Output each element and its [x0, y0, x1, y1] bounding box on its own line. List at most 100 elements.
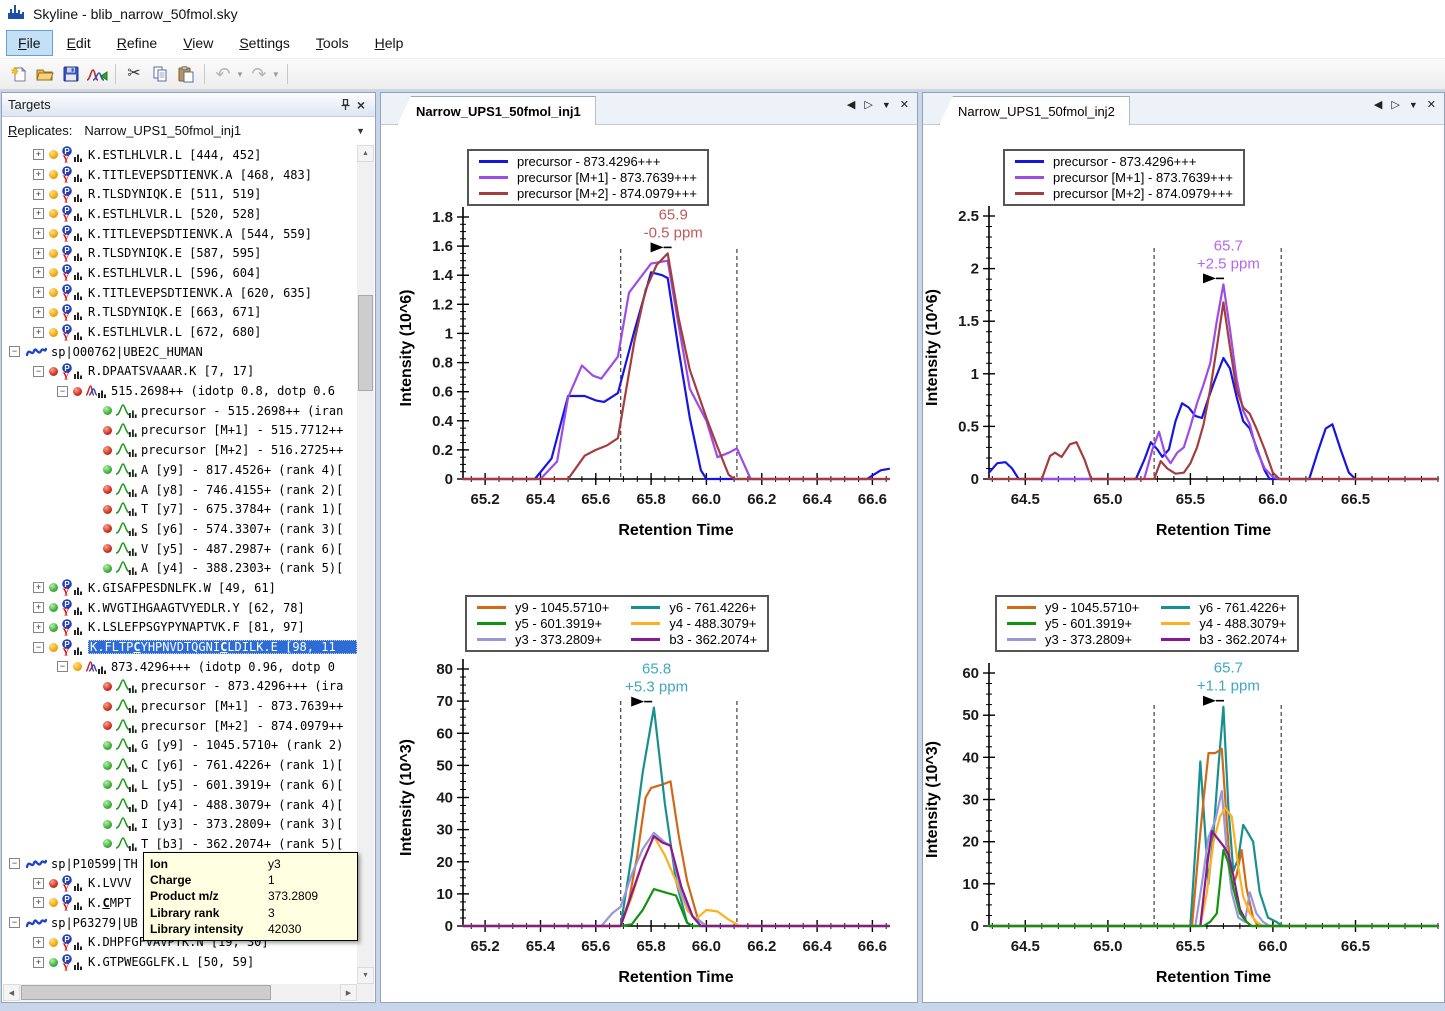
tree-item[interactable]: precursor [M+1] - 873.7639++ — [3, 696, 357, 716]
tree-item[interactable]: +PYR.TLSDYNIQK.E [663, 671] — [3, 303, 357, 323]
tree-item[interactable]: +PYK.GTPWEGGLFK.L [50, 59] — [3, 952, 357, 972]
horizontal-scroll-thumb[interactable] — [21, 985, 271, 1000]
tab-menu-icon[interactable]: ▼ — [1409, 101, 1418, 110]
expand-toggle[interactable]: + — [33, 897, 44, 908]
expand-toggle[interactable]: − — [33, 642, 44, 653]
menu-tools[interactable]: Tools — [304, 30, 361, 56]
menu-settings[interactable]: Settings — [227, 30, 302, 56]
expand-toggle[interactable]: + — [33, 189, 44, 200]
redo-icon[interactable]: ↷ — [247, 62, 271, 86]
precursor-chromatogram[interactable]: 65.265.465.665.866.066.266.466.600.20.40… — [381, 124, 917, 569]
tree-item[interactable]: I [y3] - 373.2809+ (rank 3)[ — [3, 814, 357, 834]
tree-horizontal-scrollbar[interactable]: ◀ ▶ — [3, 984, 357, 1001]
menu-help[interactable]: Help — [363, 30, 416, 56]
tree-item[interactable]: +PYK.GISAFPESDNLFK.W [49, 61] — [3, 578, 357, 598]
expand-toggle[interactable]: − — [33, 366, 44, 377]
expand-toggle[interactable]: + — [33, 228, 44, 239]
prev-chart-icon[interactable]: ◀ — [1374, 100, 1382, 111]
expand-toggle[interactable]: − — [57, 661, 68, 672]
expand-toggle[interactable]: + — [33, 208, 44, 219]
prev-chart-icon[interactable]: ◀ — [847, 100, 855, 111]
expand-toggle[interactable]: − — [9, 917, 20, 928]
expand-toggle[interactable]: + — [33, 169, 44, 180]
tree-item[interactable]: A [y9] - 817.4526+ (rank 4)[ — [3, 460, 357, 480]
tree-item[interactable]: +PYK.TITLEVEPSDTIENVK.A [620, 635] — [3, 283, 357, 303]
tree-item[interactable]: precursor [M+2] - 874.0979++ — [3, 716, 357, 736]
tree-item[interactable]: +PYR.TLSDYNIQK.E [587, 595] — [3, 243, 357, 263]
tree-item[interactable]: precursor - 515.2698++ (iran — [3, 401, 357, 421]
chart-tab[interactable]: Narrow_UPS1_50fmol_inj2 — [939, 96, 1130, 125]
scroll-down-icon[interactable]: ▼ — [357, 967, 374, 984]
tree-item[interactable]: precursor [M+1] - 515.7712++ — [3, 421, 357, 441]
tree-item[interactable]: −PYK.FLTPCYHPNVDTQGNICLDILK.E [98, 11 — [3, 637, 357, 657]
scroll-right-icon[interactable]: ▶ — [340, 984, 357, 1001]
expand-toggle[interactable]: + — [33, 957, 44, 968]
tree-item[interactable]: G [y9] - 1045.5710+ (rank 2) — [3, 736, 357, 756]
vertical-scroll-thumb[interactable] — [358, 295, 373, 391]
tree-item-protein[interactable]: −sp|O00762|UBE2C_HUMAN — [3, 342, 357, 362]
expand-toggle[interactable]: − — [9, 858, 20, 869]
open-folder-icon[interactable] — [33, 62, 57, 86]
expand-toggle[interactable]: − — [9, 346, 20, 357]
expand-toggle[interactable]: + — [33, 149, 44, 160]
tree-item[interactable]: −873.4296+++ (idotp 0.96, dotp 0 — [3, 657, 357, 677]
menu-edit[interactable]: Edit — [55, 30, 103, 56]
next-chart-icon[interactable]: ▷ — [1391, 100, 1399, 111]
tree-item[interactable]: L [y5] - 601.3919+ (rank 6)[ — [3, 775, 357, 795]
tree-item[interactable]: +PYK.ESTLHLVLR.L [520, 528] — [3, 204, 357, 224]
next-chart-icon[interactable]: ▷ — [864, 100, 872, 111]
close-tab-icon[interactable]: ✕ — [900, 100, 909, 111]
chart-tab[interactable]: Narrow_UPS1_50fmol_inj1 — [397, 96, 596, 125]
close-tab-icon[interactable]: ✕ — [1427, 100, 1436, 111]
tree-item[interactable]: S [y6] - 574.3307+ (rank 3)[ — [3, 519, 357, 539]
tree-item[interactable]: +PYK.LSLEFPSGYPYNAPTVK.F [81, 97] — [3, 618, 357, 638]
expand-toggle[interactable]: + — [33, 878, 44, 889]
tree-item[interactable]: +PYK.TITLEVEPSDTIENVK.A [544, 559] — [3, 224, 357, 244]
redo-dropdown-icon[interactable]: ▼ — [272, 70, 280, 79]
menu-view[interactable]: View — [171, 30, 225, 56]
copy-icon[interactable] — [148, 62, 172, 86]
expand-toggle[interactable]: + — [33, 602, 44, 613]
tree-item[interactable]: −PYR.DPAATSVAAAR.K [7, 17] — [3, 362, 357, 382]
tree-item[interactable]: V [y5] - 487.2987+ (rank 6)[ — [3, 539, 357, 559]
tree-item[interactable]: precursor [M+2] - 516.2725++ — [3, 440, 357, 460]
tree-item[interactable]: T [y7] - 675.3784+ (rank 1)[ — [3, 499, 357, 519]
scroll-up-icon[interactable]: ▲ — [357, 145, 374, 162]
tree-item[interactable]: +PYK.ESTLHLVLR.L [444, 452] — [3, 145, 357, 165]
fragment-chromatogram[interactable]: 64.565.065.566.066.5010203040506065.7+1.… — [923, 569, 1444, 1006]
expand-toggle[interactable]: + — [33, 937, 44, 948]
tree-item[interactable]: T [b3] - 362.2074+ (rank 5)[ — [3, 834, 357, 854]
new-document-icon[interactable] — [7, 62, 31, 86]
expand-toggle[interactable]: − — [57, 386, 68, 397]
close-icon[interactable]: × — [353, 97, 369, 113]
tree-item[interactable]: +PYK.ESTLHLVLR.L [672, 680] — [3, 322, 357, 342]
cut-icon[interactable]: ✂ — [122, 62, 146, 86]
undo-dropdown-icon[interactable]: ▼ — [236, 70, 244, 79]
replicates-dropdown[interactable]: Narrow_UPS1_50fmol_inj1 ▼ — [80, 120, 371, 141]
expand-toggle[interactable]: + — [33, 582, 44, 593]
undo-icon[interactable]: ↶ — [211, 62, 235, 86]
fragment-chromatogram[interactable]: 65.265.465.665.866.066.266.466.601020304… — [381, 569, 917, 1006]
scroll-left-icon[interactable]: ◀ — [3, 984, 20, 1001]
save-icon[interactable] — [59, 62, 83, 86]
expand-toggle[interactable]: + — [33, 327, 44, 338]
tree-item[interactable]: +PYK.ESTLHLVLR.L [596, 604] — [3, 263, 357, 283]
tree-item[interactable]: A [y4] - 388.2303+ (rank 5)[ — [3, 558, 357, 578]
pin-icon[interactable] — [337, 97, 353, 113]
paste-icon[interactable] — [174, 62, 198, 86]
expand-toggle[interactable]: + — [33, 307, 44, 318]
tree-item[interactable]: precursor - 873.4296+++ (ira — [3, 677, 357, 697]
expand-toggle[interactable]: + — [33, 287, 44, 298]
import-results-icon[interactable] — [85, 62, 109, 86]
tree-item[interactable]: D [y4] - 488.3079+ (rank 4)[ — [3, 795, 357, 815]
tree-item[interactable]: +PYR.TLSDYNIQK.E [511, 519] — [3, 184, 357, 204]
precursor-chromatogram[interactable]: 64.565.065.566.066.500.511.522.565.7+2.5… — [923, 124, 1444, 569]
menu-file[interactable]: File — [6, 30, 53, 56]
expand-toggle[interactable]: + — [33, 248, 44, 259]
tree-item[interactable]: A [y8] - 746.4155+ (rank 2)[ — [3, 480, 357, 500]
expand-toggle[interactable]: + — [33, 267, 44, 278]
tree-vertical-scrollbar[interactable]: ▲ ▼ — [357, 145, 374, 984]
tree-item[interactable]: +PYK.WVGTIHGAAGTVYEDLR.Y [62, 78] — [3, 598, 357, 618]
tree-item[interactable]: +PYK.TITLEVEPSDTIENVK.A [468, 483] — [3, 165, 357, 185]
tab-menu-icon[interactable]: ▼ — [882, 101, 891, 110]
